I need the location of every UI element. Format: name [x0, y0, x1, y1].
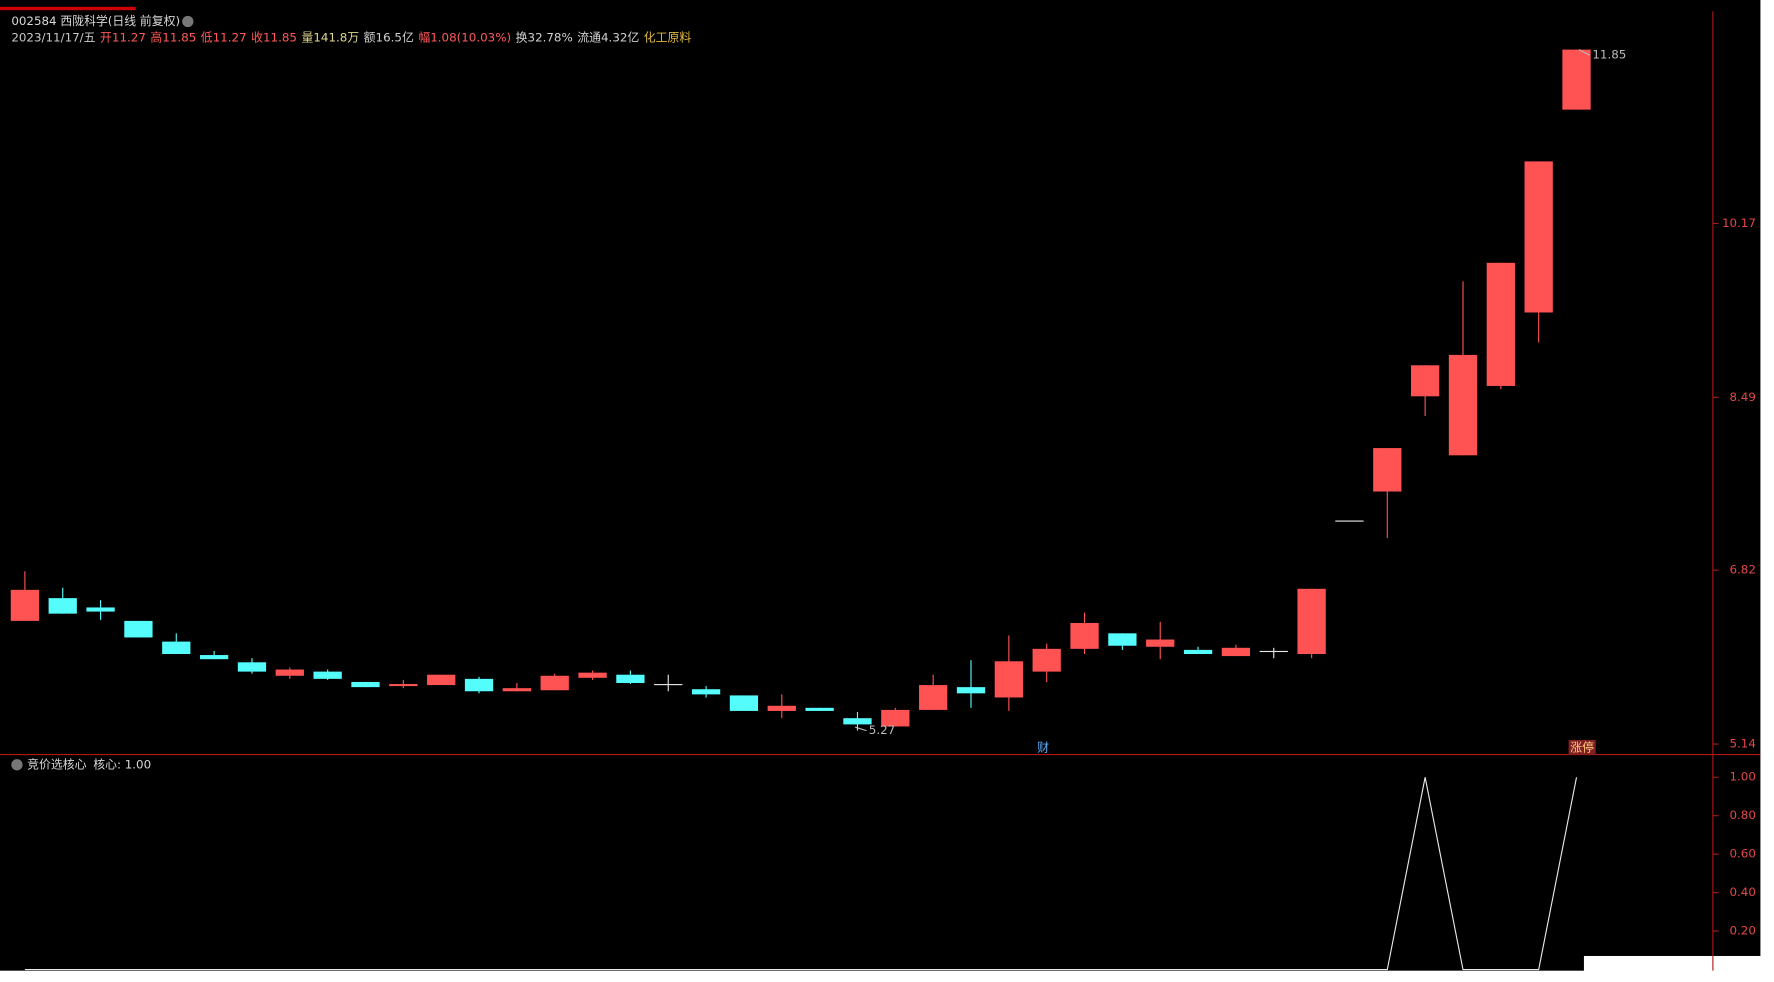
candle-body: [1259, 650, 1288, 653]
info-label: 流通: [577, 30, 601, 44]
chart-title: 002584 西陇科学(日线 前复权): [11, 14, 180, 28]
candle-body: [1070, 622, 1099, 649]
y-tick-label: 8.49: [1729, 390, 1755, 404]
info-label: 量: [301, 30, 313, 44]
info-value: 11.27: [112, 30, 146, 44]
info-label: 额: [364, 30, 376, 44]
info-text: 32.78%: [528, 30, 573, 44]
candle-body: [1373, 448, 1402, 492]
candle-body: [1524, 161, 1553, 313]
candle-body: [48, 598, 77, 614]
info-text: 1.08(10.03%): [430, 30, 511, 44]
candle-body: [729, 695, 759, 711]
candle-body: [1221, 647, 1251, 657]
info-text: 2023/11/17/五: [11, 30, 95, 44]
info-value: 11.27: [213, 30, 247, 44]
high-arrow: [1578, 49, 1591, 56]
menu-icon[interactable]: [11, 759, 23, 771]
menu-icon[interactable]: [182, 15, 194, 28]
candle-body: [162, 641, 191, 655]
info-bar: 2023/11/17/五 开11.27 高11.85 低11.27 收11.85 量141…: [11, 30, 691, 44]
info-text: 141.8万: [313, 30, 359, 44]
y-tick-label: 0.60: [1729, 847, 1755, 861]
candle-body: [881, 709, 910, 727]
candle-body: [313, 671, 342, 679]
info-label: 幅: [418, 30, 430, 44]
event-tag: 涨停: [1570, 740, 1594, 754]
candle-body: [1448, 354, 1478, 456]
info-text: 化工原料: [644, 30, 692, 44]
y-tick-label: 1.00: [1729, 770, 1755, 784]
indicator-title: 竞价选核心: [27, 757, 86, 771]
legend-entry: 核心: 1.00: [93, 757, 151, 771]
candle-body: [199, 655, 229, 660]
candle-body: [275, 669, 304, 676]
candle-body: [1297, 588, 1326, 655]
candle-body: [767, 705, 796, 711]
info-label: 开: [100, 30, 112, 44]
candle-body: [86, 607, 115, 612]
candle-body: [1486, 262, 1515, 386]
candle-body: [956, 687, 986, 694]
tag-box: [1568, 739, 1596, 755]
top-marker: [0, 6, 136, 11]
info-label: 收: [251, 30, 263, 44]
info-text: 4.32亿: [601, 30, 639, 44]
candle-body: [691, 689, 721, 695]
candle-body: [237, 662, 267, 672]
y-tick-label: 0.20: [1729, 924, 1755, 938]
candle-body: [994, 661, 1023, 698]
y-tick-label: 0.80: [1729, 808, 1755, 822]
candle-body: [1183, 649, 1213, 655]
y-tick-label: 0.40: [1729, 885, 1755, 899]
candle-body: [919, 685, 948, 710]
candle-body: [1335, 520, 1364, 522]
info-label: 换: [516, 30, 528, 44]
candle-body: [654, 684, 683, 686]
candle-body: [464, 678, 494, 692]
candle-body: [843, 718, 872, 725]
candle-body: [427, 674, 456, 686]
high-marker: 11.85: [1592, 48, 1626, 62]
candle-body: [1562, 49, 1591, 110]
candle-body: [578, 672, 607, 678]
info-value: 11.85: [263, 30, 297, 44]
info-text: 16.5亿: [376, 30, 414, 44]
y-tick-label: 6.82: [1729, 563, 1755, 577]
indicator-line: [24, 777, 1578, 971]
candle-body: [10, 589, 40, 621]
info-label: 高: [150, 30, 162, 44]
candle-body: [1410, 365, 1440, 397]
y-tick-label: 10.17: [1722, 216, 1756, 230]
y-tick-label: 5.14: [1729, 737, 1755, 751]
candle-body: [805, 707, 834, 711]
corner: [1583, 955, 1774, 982]
info-value: 11.85: [162, 30, 196, 44]
event-tag: 财: [1037, 740, 1049, 754]
candle-body: [616, 674, 645, 683]
candle-body: [502, 688, 532, 692]
candle-body: [389, 684, 418, 687]
candle-body: [351, 681, 380, 688]
candle-body: [1108, 633, 1137, 646]
candle-body: [540, 675, 569, 691]
candle-body: [1146, 639, 1175, 647]
info-label: 低: [201, 30, 213, 44]
candle-body: [124, 620, 153, 638]
low-marker: 5.27: [869, 723, 895, 737]
low-arrow: [855, 726, 867, 732]
candle-body: [1032, 648, 1061, 672]
